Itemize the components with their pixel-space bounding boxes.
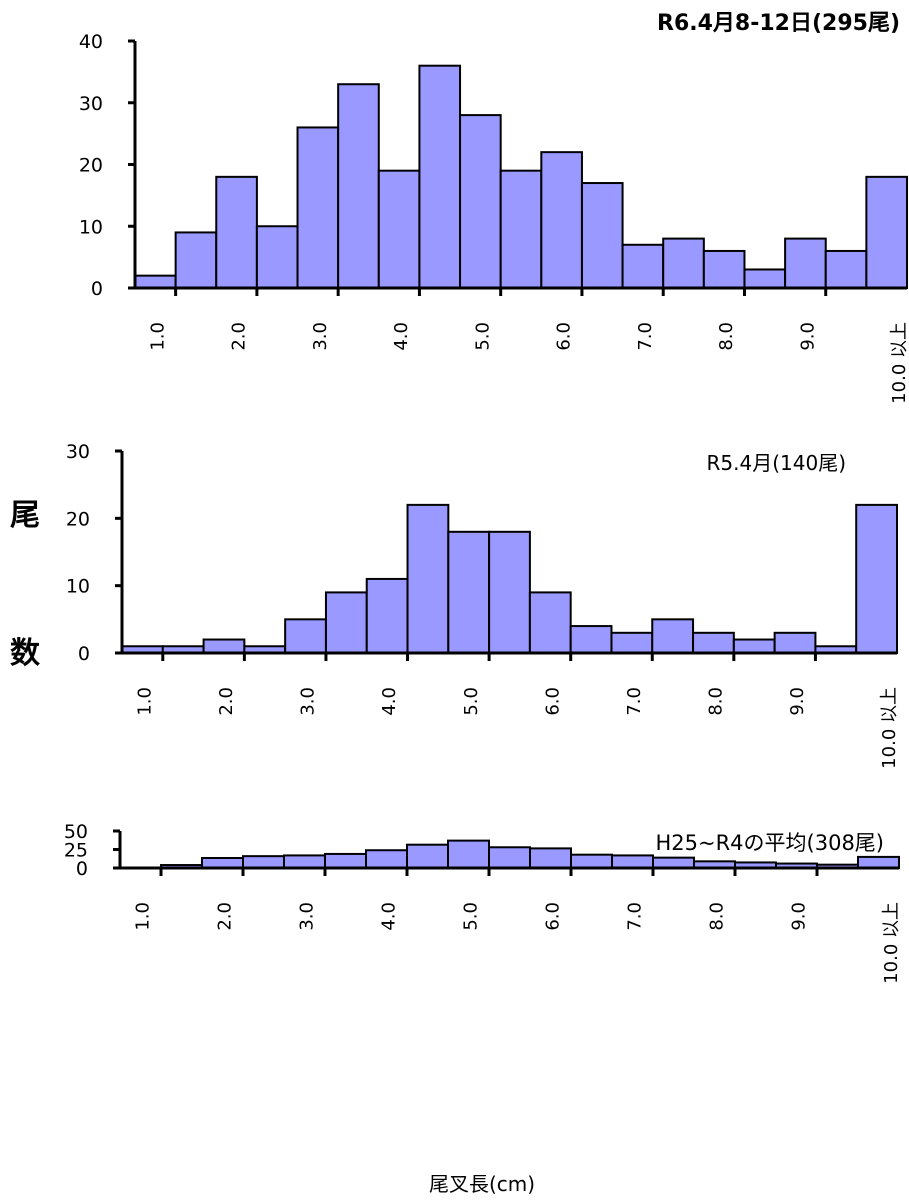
bar <box>257 226 298 288</box>
x-tick-label: 5.0 <box>461 687 482 716</box>
x-tick-label: 10.0 以上 <box>879 687 900 769</box>
bar <box>285 619 326 653</box>
bar <box>785 239 826 288</box>
bar <box>734 640 775 653</box>
x-tick-label: 7.0 <box>625 902 646 931</box>
y-tick-label: 30 <box>66 441 90 463</box>
bar <box>693 633 734 653</box>
bar <box>407 845 448 868</box>
x-tick-label: 5.0 <box>461 902 482 931</box>
y-tick-label: 40 <box>79 31 103 53</box>
bar <box>611 633 652 653</box>
bar <box>775 633 816 653</box>
y-tick-label: 50 <box>64 821 88 843</box>
bar <box>744 269 785 288</box>
x-tick-label: 10.0 以上 <box>889 322 909 404</box>
x-axis-label: 尾叉長(cm) <box>382 1168 582 1197</box>
bar <box>501 171 542 288</box>
bar <box>663 239 704 288</box>
y-tick-label: 0 <box>78 643 90 665</box>
y-tick-label: 0 <box>91 278 103 300</box>
chart-2: 0 10 20 30 1.0 2.0 3.0 4.0 5.0 6.0 7.0 8.0 9.0 10.0 以… <box>66 441 900 769</box>
bar <box>448 841 489 868</box>
x-tick-label: 5.0 <box>472 322 493 351</box>
x-tick-label: 3.0 <box>297 902 318 931</box>
x-tick-label: 2.0 <box>216 687 237 716</box>
chart-title: R5.4月(140尾) <box>707 451 846 475</box>
bar <box>582 183 623 288</box>
x-tick-label: 9.0 <box>787 687 808 716</box>
bar <box>612 855 653 868</box>
bar <box>460 115 501 288</box>
y-tick-label: 10 <box>66 576 90 598</box>
y-axis-label-bottom: 数 <box>10 628 40 672</box>
bar <box>325 854 366 868</box>
bar <box>176 232 217 288</box>
x-tick-label: 4.0 <box>391 322 412 351</box>
x-tick-label: 1.0 <box>147 322 168 351</box>
x-tick-label: 8.0 <box>707 902 728 931</box>
bar <box>858 857 899 868</box>
bar <box>866 177 907 288</box>
y-tick-label: 30 <box>79 93 103 115</box>
bar <box>571 626 612 653</box>
bar <box>571 855 612 868</box>
x-tick-label: 8.0 <box>706 687 727 716</box>
bar <box>419 66 460 288</box>
bar <box>216 177 257 288</box>
bar <box>338 84 379 288</box>
y-tick-label: 20 <box>79 155 103 177</box>
bar <box>623 245 664 288</box>
x-tick-label: 9.0 <box>789 902 810 931</box>
bar <box>653 858 694 868</box>
bar <box>135 276 176 288</box>
x-tick-label: 4.0 <box>379 687 400 716</box>
chart-title: H25~R4の平均(308尾) <box>655 831 884 855</box>
x-tick-label: 2.0 <box>229 322 250 351</box>
x-tick-label: 6.0 <box>554 322 575 351</box>
bar <box>284 855 325 868</box>
x-tick-label: 2.0 <box>215 902 236 931</box>
bar <box>367 579 408 653</box>
x-tick-label: 1.0 <box>133 902 154 931</box>
x-tick-label: 9.0 <box>798 322 819 351</box>
bar <box>243 856 284 868</box>
bar <box>530 592 571 653</box>
x-tick-label: 8.0 <box>716 322 737 351</box>
chart-1: 0 10 20 30 40 1.0 2.0 3.0 4.0 5.0 6.0 7.0 8.0 9.0 10.0… <box>79 11 909 404</box>
x-tick-label: 3.0 <box>310 322 331 351</box>
x-tick-label: 1.0 <box>134 687 155 716</box>
bar <box>489 532 530 653</box>
bar <box>489 847 530 868</box>
y-tick-label: 10 <box>79 216 103 238</box>
bar <box>704 251 745 288</box>
y-axis-label-top: 尾 <box>10 490 40 534</box>
x-tick-label: 4.0 <box>379 902 400 931</box>
x-tick-label: 6.0 <box>543 902 564 931</box>
bar <box>379 171 420 288</box>
x-tick-label: 10.0 以上 <box>881 902 902 984</box>
x-tick-label: 3.0 <box>298 687 319 716</box>
bar <box>856 505 897 653</box>
bar <box>530 848 571 868</box>
bar <box>204 640 245 653</box>
y-tick-label: 20 <box>66 508 90 530</box>
x-tick-label: 6.0 <box>542 687 563 716</box>
x-tick-label: 7.0 <box>635 322 656 351</box>
bar <box>448 532 489 653</box>
bar <box>652 619 693 653</box>
bar <box>541 152 582 288</box>
bar <box>326 592 367 653</box>
chart-title: R6.4月8-12日(295尾) <box>657 11 900 36</box>
bar <box>366 850 407 868</box>
bar <box>408 505 449 653</box>
x-tick-label: 7.0 <box>624 687 645 716</box>
bar <box>826 251 867 288</box>
bar <box>298 127 339 288</box>
